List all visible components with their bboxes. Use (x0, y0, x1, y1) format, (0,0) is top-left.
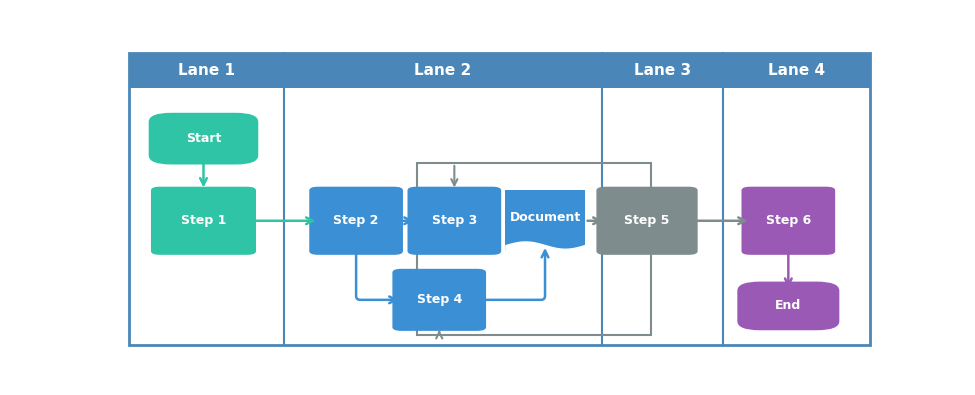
FancyBboxPatch shape (392, 269, 487, 331)
FancyBboxPatch shape (130, 53, 870, 88)
Bar (505, 238, 585, 251)
FancyBboxPatch shape (737, 282, 839, 330)
FancyBboxPatch shape (741, 187, 836, 255)
Text: Document: Document (509, 211, 581, 224)
FancyBboxPatch shape (597, 187, 698, 255)
Text: Start: Start (186, 132, 221, 145)
FancyBboxPatch shape (149, 113, 258, 164)
Text: Step 4: Step 4 (416, 293, 462, 307)
Text: Step 6: Step 6 (765, 214, 811, 227)
Text: Lane 4: Lane 4 (767, 64, 825, 79)
Text: Step 1: Step 1 (180, 214, 226, 227)
Text: Lane 1: Lane 1 (178, 64, 235, 79)
Text: Step 2: Step 2 (333, 214, 379, 227)
FancyBboxPatch shape (505, 190, 585, 240)
FancyBboxPatch shape (408, 187, 501, 255)
Text: Step 5: Step 5 (624, 214, 670, 227)
FancyBboxPatch shape (130, 53, 870, 346)
Text: End: End (775, 299, 801, 312)
FancyBboxPatch shape (309, 187, 403, 255)
Bar (416, 163, 651, 335)
Text: Step 3: Step 3 (432, 214, 477, 227)
FancyBboxPatch shape (151, 187, 256, 255)
Text: Lane 3: Lane 3 (634, 64, 690, 79)
Text: Lane 2: Lane 2 (414, 64, 472, 79)
